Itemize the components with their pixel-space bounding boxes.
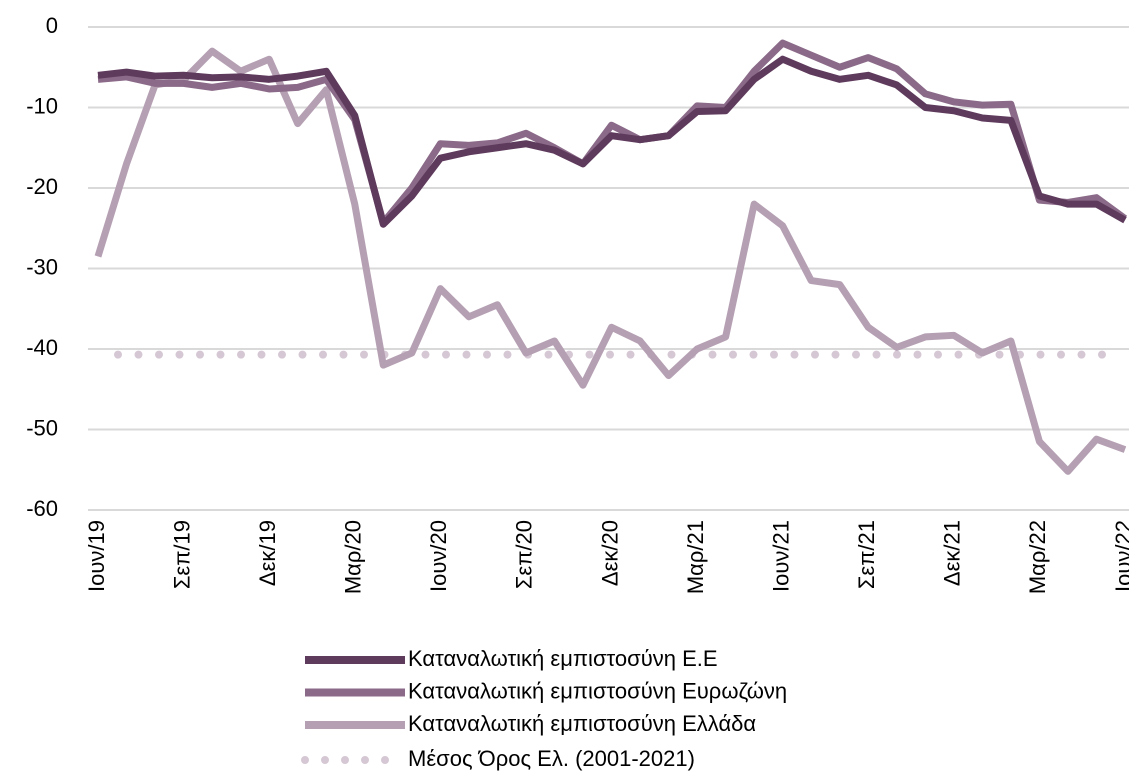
x-tick-label: Μαρ/21	[683, 520, 708, 594]
x-tick-label: Μαρ/22	[1025, 520, 1050, 594]
x-tick-label: Δεκ/21	[940, 520, 965, 586]
x-tick-label: Σεπ/21	[854, 520, 879, 589]
x-tick-label: Μαρ/20	[341, 520, 366, 594]
x-tick-label: Ιουν/20	[426, 520, 451, 592]
y-tick-label: -30	[26, 254, 58, 279]
y-tick-label: -60	[26, 496, 58, 521]
x-tick-label: Ιουν/21	[768, 520, 793, 592]
series-line	[97, 39, 1128, 227]
series-line	[94, 47, 1127, 475]
x-tick-label: Σεπ/19	[169, 520, 194, 589]
x-tick-label: Σεπ/20	[512, 520, 537, 589]
legend-label: Μέσος Όρος Ελ. (2001-2021)	[408, 746, 695, 771]
y-tick-label: -50	[26, 415, 58, 440]
legend-label: Καταναλωτική εμπιστοσύνη Ευρωζώνη	[408, 678, 787, 703]
y-tick-label: -40	[26, 335, 58, 360]
x-tick-label: Ιουν/22	[1111, 520, 1129, 592]
x-tick-label: Δεκ/19	[255, 520, 280, 586]
x-tick-label: Ιουν/19	[84, 520, 109, 592]
y-tick-label: -20	[26, 174, 58, 199]
legend-label: Καταναλωτική εμπιστοσύνη Ε.Ε	[408, 646, 718, 671]
y-tick-label: 0	[46, 13, 58, 38]
legend-label: Καταναλωτική εμπιστοσύνη Ελλάδα	[408, 711, 756, 736]
series-line	[97, 55, 1127, 228]
y-tick-label: -10	[26, 93, 58, 118]
x-tick-label: Δεκ/20	[597, 520, 622, 586]
